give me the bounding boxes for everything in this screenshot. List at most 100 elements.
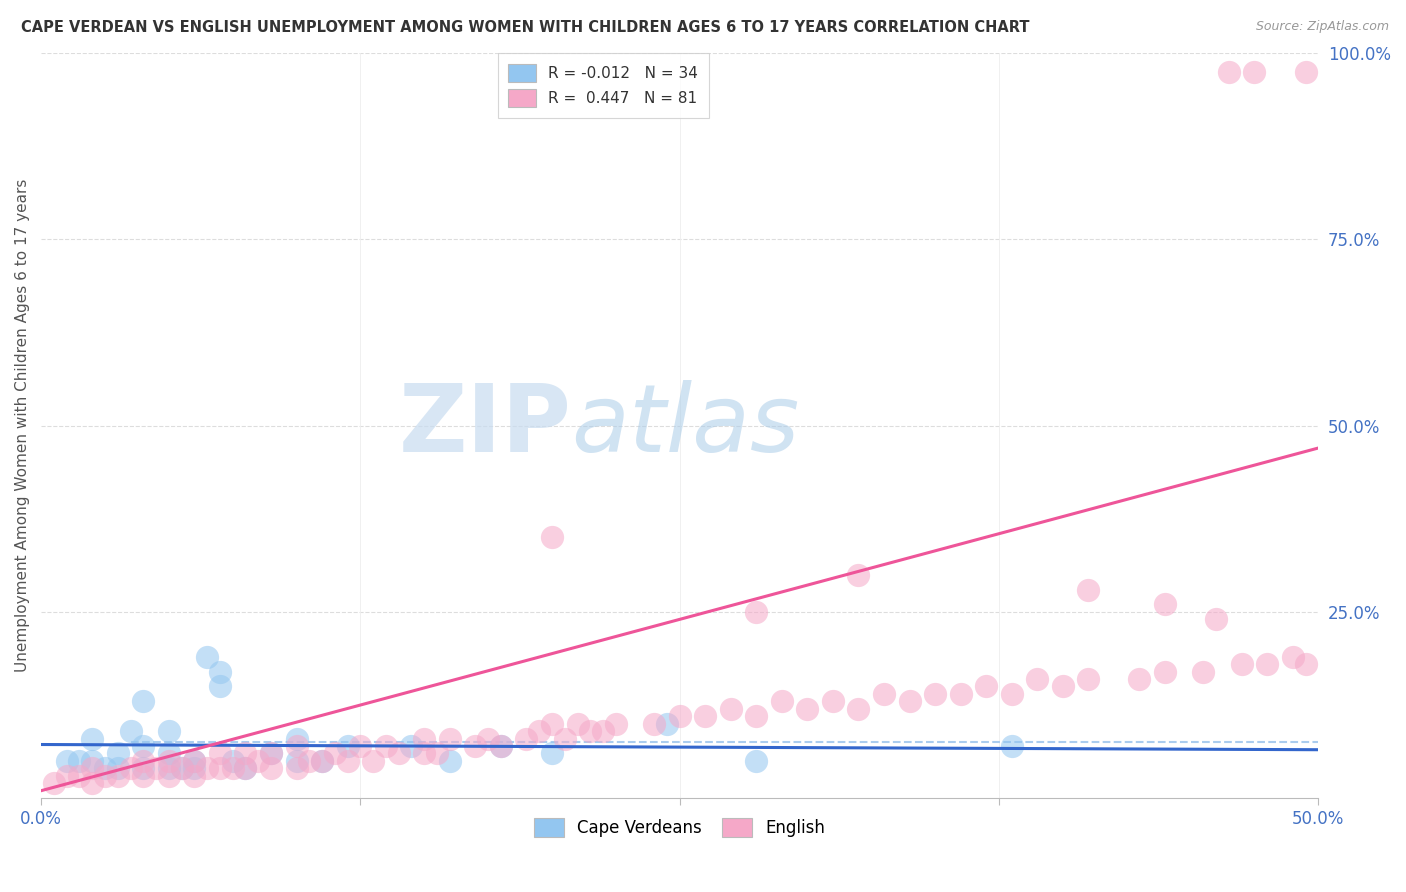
Point xyxy=(157,754,180,768)
Point xyxy=(848,702,870,716)
Point xyxy=(183,761,205,775)
Point xyxy=(477,731,499,746)
Point xyxy=(1205,612,1227,626)
Point xyxy=(82,761,104,775)
Point xyxy=(949,687,972,701)
Point xyxy=(195,761,218,775)
Point xyxy=(208,761,231,775)
Legend: Cape Verdeans, English: Cape Verdeans, English xyxy=(526,810,834,846)
Point xyxy=(42,776,65,790)
Point xyxy=(974,680,997,694)
Point xyxy=(323,747,346,761)
Point xyxy=(592,724,614,739)
Point xyxy=(107,769,129,783)
Point xyxy=(55,754,77,768)
Point xyxy=(183,754,205,768)
Point xyxy=(132,754,155,768)
Point xyxy=(515,731,537,746)
Point xyxy=(1243,65,1265,79)
Point xyxy=(745,709,768,723)
Point xyxy=(745,754,768,768)
Point xyxy=(157,769,180,783)
Point xyxy=(1218,65,1240,79)
Point xyxy=(145,761,167,775)
Point xyxy=(1026,672,1049,686)
Point xyxy=(120,761,142,775)
Point xyxy=(132,769,155,783)
Point xyxy=(183,754,205,768)
Point xyxy=(221,761,243,775)
Point xyxy=(235,761,257,775)
Point xyxy=(489,739,512,753)
Point xyxy=(170,761,193,775)
Point xyxy=(221,754,243,768)
Point xyxy=(796,702,818,716)
Point xyxy=(285,754,308,768)
Point xyxy=(285,761,308,775)
Point xyxy=(770,694,793,708)
Point xyxy=(82,776,104,790)
Point xyxy=(157,724,180,739)
Point xyxy=(157,761,180,775)
Point xyxy=(643,716,665,731)
Point xyxy=(554,731,576,746)
Point xyxy=(1295,65,1317,79)
Point xyxy=(745,605,768,619)
Point xyxy=(195,649,218,664)
Point xyxy=(260,761,283,775)
Point xyxy=(361,754,384,768)
Point xyxy=(720,702,742,716)
Point xyxy=(1154,598,1177,612)
Point xyxy=(235,761,257,775)
Point xyxy=(1154,665,1177,679)
Point xyxy=(529,724,551,739)
Point xyxy=(489,739,512,753)
Point xyxy=(285,739,308,753)
Point xyxy=(388,747,411,761)
Point xyxy=(1077,672,1099,686)
Point xyxy=(208,680,231,694)
Point xyxy=(695,709,717,723)
Point xyxy=(1192,665,1215,679)
Point xyxy=(157,747,180,761)
Point xyxy=(1052,680,1074,694)
Point xyxy=(120,724,142,739)
Y-axis label: Unemployment Among Women with Children Ages 6 to 17 years: Unemployment Among Women with Children A… xyxy=(15,179,30,673)
Point xyxy=(235,747,257,761)
Point xyxy=(107,761,129,775)
Point xyxy=(260,747,283,761)
Text: Source: ZipAtlas.com: Source: ZipAtlas.com xyxy=(1256,20,1389,33)
Text: ZIP: ZIP xyxy=(398,380,571,472)
Point xyxy=(541,716,564,731)
Point xyxy=(208,747,231,761)
Point xyxy=(605,716,627,731)
Point xyxy=(94,769,117,783)
Point xyxy=(1128,672,1150,686)
Point xyxy=(247,754,270,768)
Point xyxy=(349,739,371,753)
Point xyxy=(55,769,77,783)
Point xyxy=(848,567,870,582)
Point xyxy=(426,747,449,761)
Point xyxy=(579,724,602,739)
Point xyxy=(374,739,396,753)
Point xyxy=(170,761,193,775)
Point xyxy=(311,754,333,768)
Point xyxy=(873,687,896,701)
Point xyxy=(541,747,564,761)
Point xyxy=(1077,582,1099,597)
Point xyxy=(1295,657,1317,671)
Point xyxy=(298,754,321,768)
Point xyxy=(567,716,589,731)
Point xyxy=(67,754,90,768)
Point xyxy=(82,754,104,768)
Text: atlas: atlas xyxy=(571,380,800,471)
Point xyxy=(183,769,205,783)
Point xyxy=(1001,739,1024,753)
Point xyxy=(439,754,461,768)
Point xyxy=(655,716,678,731)
Point xyxy=(132,761,155,775)
Point xyxy=(413,731,436,746)
Point xyxy=(924,687,946,701)
Point xyxy=(1230,657,1253,671)
